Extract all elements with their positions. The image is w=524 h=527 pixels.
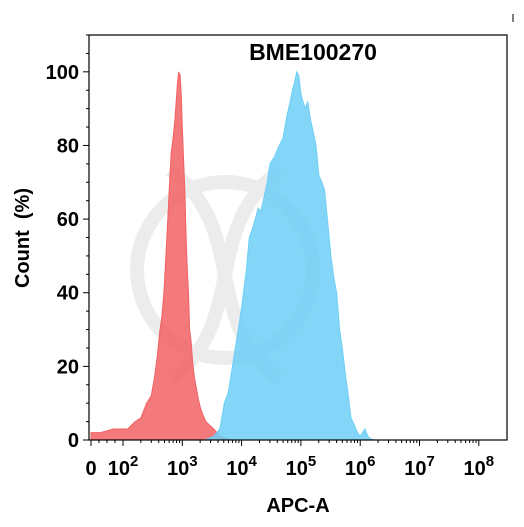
x-axis-title: APC-A <box>266 495 329 517</box>
chart-title: BME100270 <box>249 39 377 65</box>
x-tick-label: 0 <box>85 458 96 480</box>
x-tick-label: 102 <box>108 453 139 480</box>
y-tick-label: 60 <box>57 209 79 231</box>
x-tick-label: 106 <box>345 453 376 480</box>
y-axis-title: Count (%) <box>12 188 34 288</box>
x-tick-label: 108 <box>464 453 495 480</box>
histogram-series-2 <box>204 70 376 441</box>
y-tick-label: 20 <box>57 356 79 378</box>
x-tick-label: 103 <box>167 453 198 480</box>
y-tick-label: 80 <box>57 135 79 157</box>
y-tick-label: 0 <box>68 430 79 452</box>
y-tick-label: 40 <box>57 283 79 305</box>
x-tick-label: 107 <box>404 453 435 480</box>
series-layer <box>90 70 376 441</box>
y-tick-label: 100 <box>46 62 79 84</box>
histogram-series-1 <box>90 71 233 441</box>
x-tick-label: 104 <box>226 453 257 480</box>
x-tick-label: 105 <box>286 453 317 480</box>
